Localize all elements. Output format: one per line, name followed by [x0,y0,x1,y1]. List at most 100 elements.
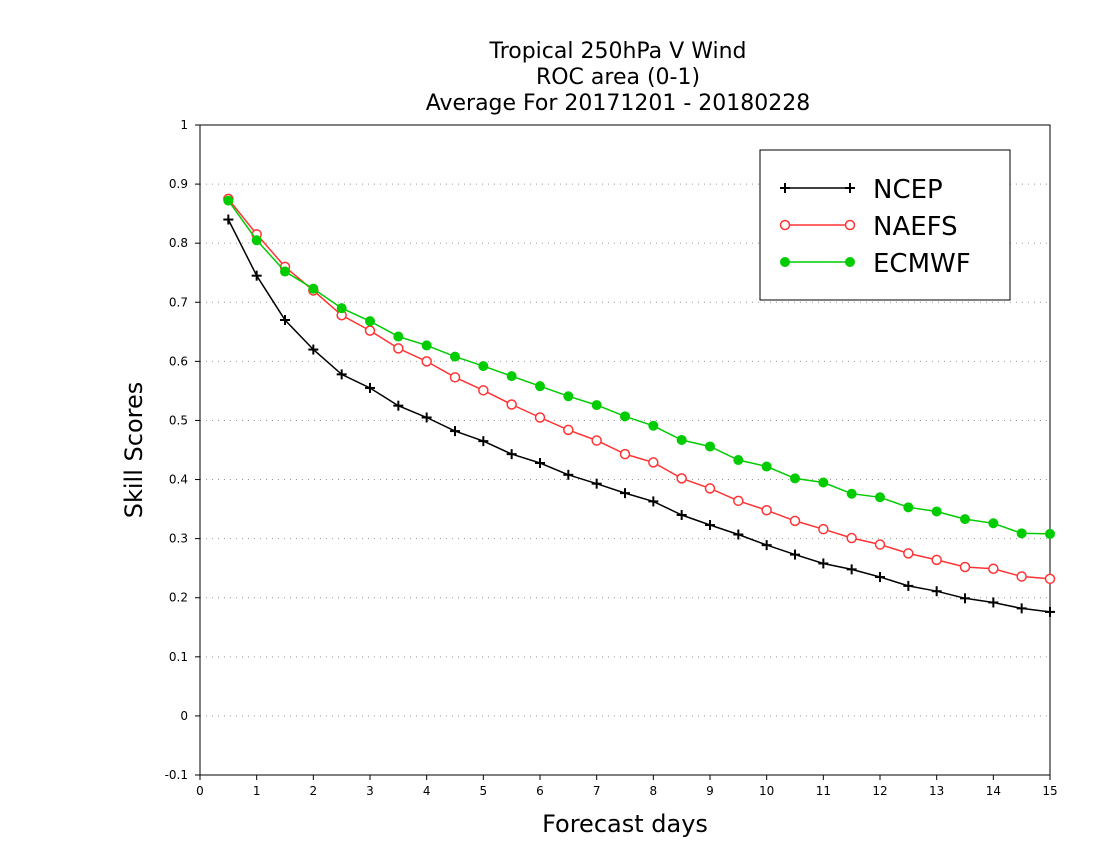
data-point-ncep [676,510,687,520]
legend-marker-ncep [845,183,855,193]
x-tick-label: 0 [196,784,204,798]
legend-label-ecmwf: ECMWF [873,249,971,279]
data-point-ecmwf [336,303,347,314]
title-line-1: Tropical 250hPa V Wind [488,39,746,64]
legend: NCEP NAEFS ECMWF [759,149,1011,301]
data-point-ncep [563,469,574,480]
data-point-ncep [393,400,404,411]
data-point-naefs [421,356,432,367]
legend-swatch-ncep [780,183,855,193]
data-point-ecmwf [620,411,630,422]
data-point-ncep [280,315,290,325]
y-tick-label: 0.6 [169,354,188,368]
data-point-ecmwf [365,316,375,327]
data-point-naefs [591,435,602,446]
data-point-ecmwf [591,400,602,411]
data-point-naefs [619,448,631,460]
data-point-ncep [903,580,914,591]
data-point-ecmwf [1045,528,1055,539]
data-point-naefs [733,495,744,507]
data-point-naefs [393,343,404,354]
data-point-ncep [846,564,857,575]
chart-title: Tropical 250hPa V Wind ROC area (0-1) Av… [426,39,811,116]
data-point-naefs [903,548,914,559]
data-point-ecmwf [421,340,432,351]
x-tick-label: 13 [929,784,944,798]
data-point-ecmwf [875,492,885,503]
data-point-naefs [1016,571,1027,582]
data-point-ncep [308,344,319,355]
data-point-ecmwf [251,235,262,246]
y-tick-label: 0.2 [169,591,188,605]
data-point-ncep [591,478,602,489]
x-tick-label: 3 [366,784,374,798]
y-tick-label: 0.7 [169,295,188,309]
data-point-naefs [478,385,489,396]
legend-marker-naefs [779,219,791,231]
series-ecmwf [223,195,1055,539]
data-point-naefs [761,505,772,516]
data-point-ecmwf [280,266,290,277]
data-point-ncep [790,549,800,560]
legend-marker-naefs [844,219,856,231]
data-point-ncep [1016,603,1027,614]
x-tick-label: 4 [423,784,431,798]
data-point-ecmwf [393,331,404,342]
data-point-ecmwf [733,455,744,466]
data-point-naefs [1044,573,1056,585]
y-tick-label: 0.5 [169,413,188,427]
data-point-ncep [450,426,460,437]
data-point-ncep [620,488,630,499]
data-point-ncep [251,270,262,281]
data-point-ncep [506,449,517,460]
data-point-ecmwf [535,381,545,392]
data-point-ncep [988,597,999,608]
y-tick-label: 0.3 [169,532,188,546]
data-point-ecmwf [563,391,574,402]
data-point-ecmwf [960,514,970,525]
data-point-ecmwf [790,473,800,484]
data-point-ecmwf [648,420,659,431]
series-lines [223,193,1056,617]
data-point-naefs [449,372,461,383]
data-point-ecmwf [223,195,234,206]
x-tick-label: 15 [1042,784,1057,798]
data-point-naefs [364,325,376,336]
legend-label-naefs: NAEFS [873,212,958,242]
data-point-ecmwf [903,502,914,513]
y-axis-label: Skill Scores [120,382,148,519]
y-tick-label: 0.9 [169,177,188,191]
y-tick-label: 0.8 [169,236,188,250]
y-tick-label: 0.1 [169,650,188,664]
y-tick-label: -0.1 [165,768,188,782]
data-point-naefs [506,399,517,410]
x-tick-label: 12 [872,784,887,798]
title-line-3: Average For 20171201 - 20180228 [426,91,811,116]
data-point-ecmwf [818,477,829,488]
data-point-naefs [534,412,546,423]
data-point-ecmwf [761,461,772,472]
data-point-ncep [960,593,970,604]
y-axis-ticks: -0.1 0 0.1 0.2 0.3 0.4 0.5 0.6 0.7 0.8 0.9 1 [165,118,200,782]
data-point-ncep [223,214,234,225]
data-point-ecmwf [846,488,857,499]
data-point-ncep [761,540,772,551]
x-tick-label: 10 [759,784,774,798]
data-point-naefs [648,457,659,468]
data-point-naefs [818,523,829,535]
data-point-ncep [733,529,744,540]
data-point-ncep [818,558,829,569]
data-point-naefs [704,483,716,494]
legend-label-ncep: NCEP [873,175,943,205]
x-axis-label: Forecast days [542,810,708,838]
data-point-naefs [676,473,687,484]
legend-marker-ecmwf [780,257,790,267]
data-point-naefs [931,554,942,566]
title-line-2: ROC area (0-1) [536,65,700,90]
data-point-ecmwf [705,441,715,452]
series-naefs [223,193,1056,585]
data-point-ncep [365,382,375,393]
data-point-ncep [336,369,347,380]
data-point-ecmwf [988,518,999,529]
